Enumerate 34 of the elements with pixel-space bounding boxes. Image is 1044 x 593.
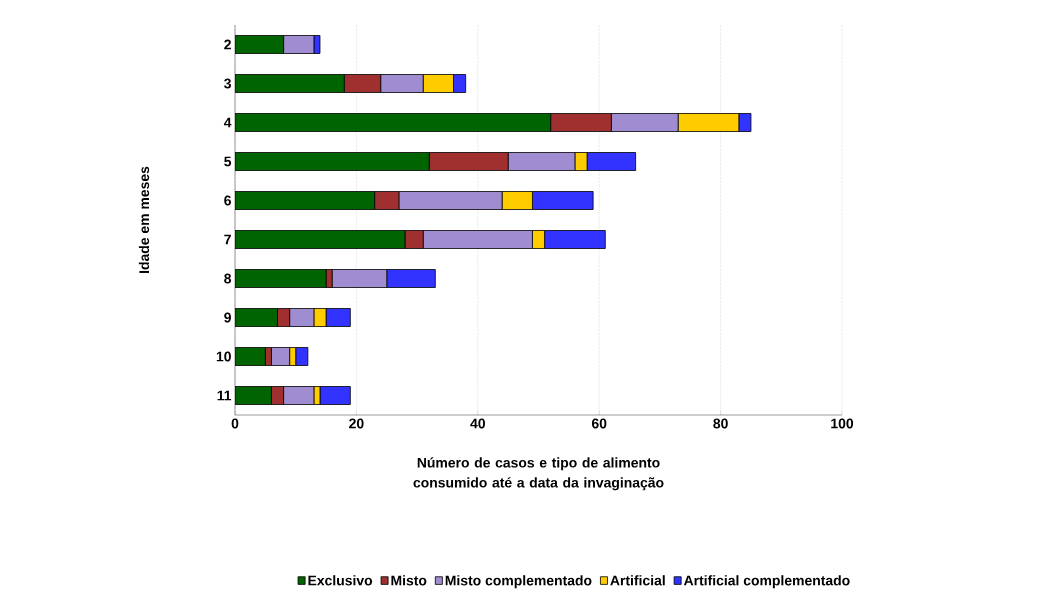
legend-label: Misto	[391, 575, 427, 586]
y-tick-label: 6	[224, 195, 231, 206]
bar	[235, 308, 278, 327]
bar	[235, 386, 272, 405]
y-tick-label: 7	[224, 234, 231, 245]
x-tick-label: 60	[591, 418, 607, 429]
bar	[235, 347, 266, 366]
x-tick-label: 80	[713, 418, 728, 429]
y-tick-label: 8	[224, 273, 232, 284]
y-axis-title: Idade em meses	[138, 166, 150, 273]
legend-label: Exclusivo	[308, 575, 373, 586]
y-tick-label: 3	[224, 78, 231, 89]
bar	[235, 230, 406, 249]
x-tick-label: 100	[831, 418, 854, 429]
y-tick-label: 2	[224, 39, 231, 50]
bar	[319, 386, 351, 405]
y-tick-label: 10	[216, 351, 231, 362]
bar	[235, 35, 284, 54]
legend-label: Artificial	[610, 575, 665, 586]
bar	[235, 152, 430, 171]
y-tick-label: 9	[224, 312, 231, 323]
legend-label: Misto complementado	[445, 575, 592, 589]
bar	[235, 191, 376, 210]
y-tick-label: 11	[217, 390, 232, 401]
x-tick-label: 0	[231, 418, 239, 429]
x-tick-label: 20	[349, 418, 364, 429]
bar	[235, 269, 327, 288]
legend-label: Artificial complementado	[683, 575, 850, 589]
y-tick-label: 5	[224, 156, 232, 167]
x-tick-label: 40	[470, 418, 485, 429]
bar	[235, 74, 345, 93]
bar	[235, 113, 552, 132]
x-axis-title: Número de casos e tipo de alimento consumido até a data da invaginação	[413, 457, 664, 491]
y-tick-label: 4	[223, 117, 232, 128]
